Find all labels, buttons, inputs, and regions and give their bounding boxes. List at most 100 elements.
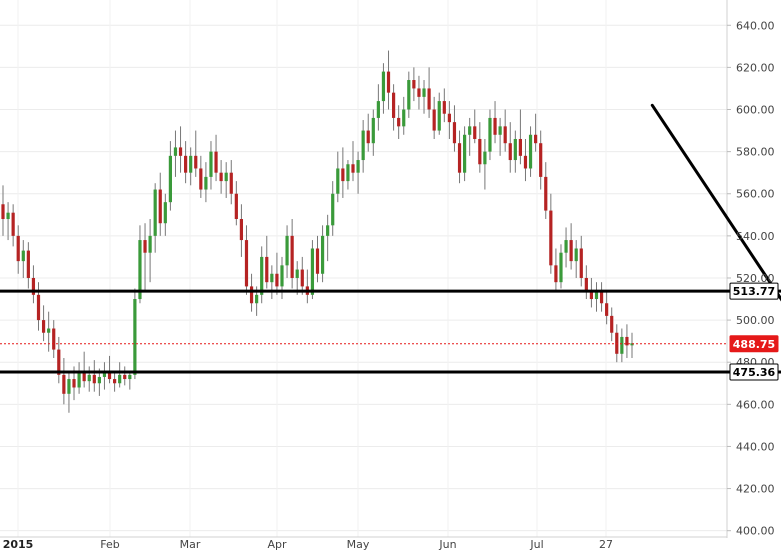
candle-body (397, 117, 401, 127)
candle (539, 130, 543, 190)
candle (92, 360, 96, 392)
candle-body (209, 151, 213, 177)
x-tick-label: Feb (100, 538, 119, 551)
candle (77, 362, 81, 394)
candle-body (539, 143, 543, 177)
candle (275, 252, 279, 295)
candle (168, 141, 172, 211)
candle (371, 109, 375, 156)
candle-body (351, 164, 355, 173)
candle-body (199, 168, 203, 190)
candle-body (270, 273, 274, 283)
candle (11, 204, 15, 247)
time-axis: 2015 Feb Mar Apr May Jun Jul 27 (3, 538, 613, 551)
candle (528, 126, 533, 177)
candle (143, 223, 147, 291)
candle-body (295, 269, 299, 278)
candle-body (255, 294, 259, 304)
candle-body (427, 88, 431, 110)
candle (376, 84, 380, 131)
candle (1, 185, 5, 236)
candle (16, 225, 20, 274)
candle-body (47, 328, 51, 333)
candle-body (280, 265, 284, 287)
candle-body (417, 88, 421, 97)
candle-body (488, 117, 492, 152)
candle (422, 80, 426, 114)
candle-body (229, 172, 233, 194)
candle (336, 151, 340, 203)
candle-body (72, 379, 76, 388)
candle-body (422, 88, 426, 97)
candle (620, 328, 624, 363)
candle-body (310, 248, 315, 295)
x-tick-label: Apr (267, 538, 287, 551)
candle (178, 126, 183, 173)
y-tick-label: 580.00 (736, 146, 775, 159)
y-tick-label: 620.00 (736, 61, 775, 74)
candle-body (219, 172, 223, 182)
candle-body (386, 71, 391, 93)
candle-body (244, 240, 249, 287)
candle (589, 277, 594, 308)
candle-body (178, 147, 183, 156)
y-tick-label: 600.00 (736, 104, 775, 117)
candle-body (67, 379, 71, 394)
candle-body (432, 109, 436, 131)
candle-body (224, 172, 228, 182)
candle-body (498, 126, 502, 135)
candle-body (153, 189, 157, 236)
candle (118, 362, 122, 388)
candle (457, 130, 462, 184)
candle (209, 141, 213, 190)
candle (265, 235, 269, 289)
candle-body (118, 374, 122, 384)
candle (427, 67, 431, 118)
candle (437, 92, 441, 135)
candle (402, 96, 406, 135)
candle-body (584, 277, 588, 291)
level-badge (729, 363, 779, 381)
candle-body (452, 122, 457, 144)
candle-body (381, 71, 386, 102)
y-tick-label: 460.00 (736, 398, 775, 411)
candle-body (610, 315, 614, 333)
candle-body (457, 143, 462, 173)
candle (331, 181, 335, 236)
candle-body (483, 151, 487, 165)
y-tick-label: 520.00 (736, 272, 775, 285)
candle-body (189, 155, 193, 173)
candle-body (77, 372, 81, 388)
candle-body (97, 376, 101, 384)
candle (574, 240, 578, 278)
candle (52, 320, 56, 358)
candle (473, 109, 477, 144)
candle-body (346, 164, 350, 182)
candle (452, 105, 457, 152)
x-tick-label: 27 (599, 538, 613, 551)
candle (498, 117, 502, 156)
candle-body (92, 374, 96, 384)
candle-body (493, 117, 497, 135)
candle-body (579, 248, 583, 278)
candle (224, 162, 228, 198)
candle (407, 71, 411, 118)
candle-body (605, 303, 609, 316)
candle-body (625, 336, 629, 346)
level-badge (729, 335, 779, 353)
candle (605, 290, 609, 325)
candle (341, 147, 345, 198)
candle (67, 370, 71, 413)
candle-body (463, 134, 467, 173)
candle (234, 181, 238, 226)
candle (300, 256, 304, 295)
candle-body (554, 265, 558, 283)
candle-body (102, 372, 107, 377)
candle-body (123, 374, 127, 380)
candle (351, 141, 355, 182)
candle-body (544, 176, 548, 211)
candle (534, 113, 538, 152)
candle-body (57, 349, 61, 375)
candle (417, 75, 421, 110)
